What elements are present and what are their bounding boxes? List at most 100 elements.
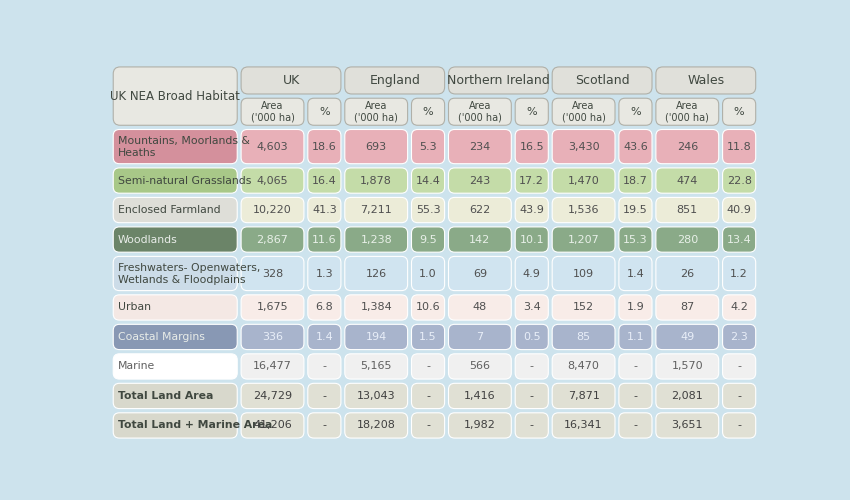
Text: Area
('000 ha): Area ('000 ha) [251,101,294,122]
FancyBboxPatch shape [345,98,408,126]
Text: -: - [426,391,430,401]
FancyBboxPatch shape [449,227,512,252]
Text: 13.4: 13.4 [727,234,751,244]
FancyBboxPatch shape [515,98,548,126]
Text: Wales: Wales [688,74,724,87]
FancyBboxPatch shape [552,168,615,193]
Text: Area
('000 ha): Area ('000 ha) [354,101,398,122]
FancyBboxPatch shape [308,324,341,349]
Text: 69: 69 [473,268,487,278]
Text: 16.5: 16.5 [519,142,544,152]
FancyBboxPatch shape [345,295,408,320]
Text: Scotland: Scotland [575,74,629,87]
FancyBboxPatch shape [656,98,719,126]
FancyBboxPatch shape [113,413,237,438]
FancyBboxPatch shape [241,227,304,252]
FancyBboxPatch shape [411,295,445,320]
FancyBboxPatch shape [722,198,756,222]
FancyBboxPatch shape [552,256,615,290]
Text: 474: 474 [677,176,698,186]
Text: -: - [633,362,638,372]
Text: 18.6: 18.6 [312,142,337,152]
Text: -: - [633,420,638,430]
FancyBboxPatch shape [619,227,652,252]
Text: 8,470: 8,470 [568,362,599,372]
Text: Urban: Urban [118,302,151,312]
Text: 4,603: 4,603 [257,142,288,152]
Text: Area
('000 ha): Area ('000 ha) [562,101,605,122]
Text: 24,729: 24,729 [253,391,292,401]
FancyBboxPatch shape [722,98,756,126]
Text: 11.8: 11.8 [727,142,751,152]
FancyBboxPatch shape [552,130,615,164]
Text: 9.5: 9.5 [419,234,437,244]
FancyBboxPatch shape [656,384,719,408]
FancyBboxPatch shape [345,67,445,94]
Text: %: % [422,106,434,117]
Text: 243: 243 [469,176,490,186]
Text: 16,477: 16,477 [253,362,292,372]
FancyBboxPatch shape [345,324,408,349]
FancyBboxPatch shape [113,384,237,408]
FancyBboxPatch shape [345,384,408,408]
FancyBboxPatch shape [619,168,652,193]
FancyBboxPatch shape [515,130,548,164]
FancyBboxPatch shape [515,227,548,252]
Text: Mountains, Moorlands &
Heaths: Mountains, Moorlands & Heaths [118,136,250,158]
FancyBboxPatch shape [552,98,615,126]
Text: 6.8: 6.8 [315,302,333,312]
Text: 1,675: 1,675 [257,302,288,312]
FancyBboxPatch shape [449,168,512,193]
Text: Northern Ireland: Northern Ireland [447,74,550,87]
FancyBboxPatch shape [345,256,408,290]
FancyBboxPatch shape [722,384,756,408]
Text: 18,208: 18,208 [357,420,395,430]
Text: 4.9: 4.9 [523,268,541,278]
FancyBboxPatch shape [449,384,512,408]
Text: 328: 328 [262,268,283,278]
Text: 126: 126 [366,268,387,278]
FancyBboxPatch shape [656,67,756,94]
Text: Woodlands: Woodlands [118,234,178,244]
FancyBboxPatch shape [241,130,304,164]
FancyBboxPatch shape [411,198,445,222]
FancyBboxPatch shape [113,198,237,222]
Text: 5.3: 5.3 [419,142,437,152]
Text: 41.3: 41.3 [312,205,337,215]
FancyBboxPatch shape [411,354,445,379]
Text: England: England [369,74,420,87]
Text: -: - [322,391,326,401]
Text: 10.6: 10.6 [416,302,440,312]
Text: 17.2: 17.2 [519,176,544,186]
FancyBboxPatch shape [308,354,341,379]
FancyBboxPatch shape [722,354,756,379]
FancyBboxPatch shape [619,130,652,164]
FancyBboxPatch shape [411,98,445,126]
Text: -: - [633,391,638,401]
FancyBboxPatch shape [241,168,304,193]
Text: 43.6: 43.6 [623,142,648,152]
Text: 7: 7 [476,332,484,342]
FancyBboxPatch shape [449,130,512,164]
FancyBboxPatch shape [619,98,652,126]
Text: 2,081: 2,081 [672,391,703,401]
Text: 48: 48 [473,302,487,312]
Text: 566: 566 [469,362,490,372]
FancyBboxPatch shape [308,198,341,222]
Text: -: - [737,362,741,372]
Text: 5,165: 5,165 [360,362,392,372]
FancyBboxPatch shape [345,198,408,222]
FancyBboxPatch shape [619,384,652,408]
Text: 10.1: 10.1 [519,234,544,244]
FancyBboxPatch shape [656,256,719,290]
Text: 22.8: 22.8 [727,176,751,186]
FancyBboxPatch shape [552,354,615,379]
Text: 1.2: 1.2 [730,268,748,278]
FancyBboxPatch shape [411,168,445,193]
FancyBboxPatch shape [345,354,408,379]
Text: 3.4: 3.4 [523,302,541,312]
Text: 1,570: 1,570 [672,362,703,372]
FancyBboxPatch shape [113,227,237,252]
Text: 1.3: 1.3 [315,268,333,278]
FancyBboxPatch shape [241,354,304,379]
